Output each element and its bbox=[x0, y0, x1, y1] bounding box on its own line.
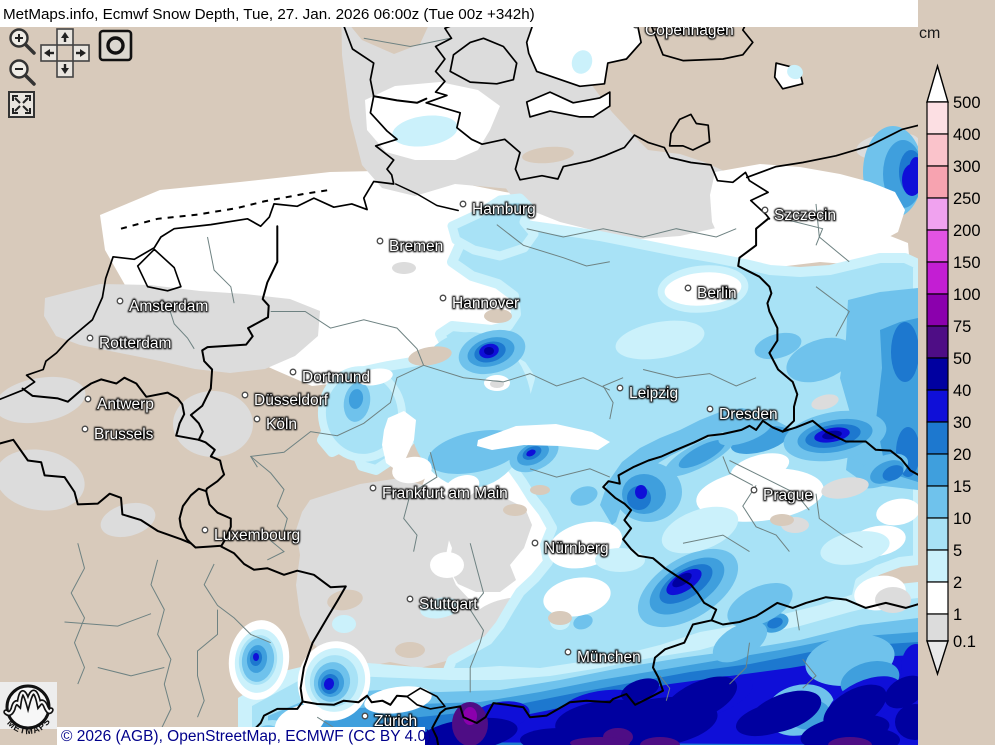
svg-text:Brussels: Brussels bbox=[94, 426, 154, 443]
svg-text:Luxembourg: Luxembourg bbox=[214, 527, 300, 544]
svg-text:Hamburg: Hamburg bbox=[472, 201, 536, 218]
svg-text:0.1: 0.1 bbox=[953, 633, 976, 651]
svg-text:50: 50 bbox=[953, 350, 971, 368]
svg-text:Köln: Köln bbox=[266, 416, 297, 433]
svg-text:Leipzig: Leipzig bbox=[629, 385, 678, 402]
svg-text:Bremen: Bremen bbox=[389, 238, 443, 255]
svg-text:Frankfurt am Main: Frankfurt am Main bbox=[382, 485, 508, 502]
svg-text:Hamburg: Hamburg bbox=[472, 201, 536, 218]
svg-text:München: München bbox=[577, 649, 641, 666]
svg-text:Düsseldorf: Düsseldorf bbox=[254, 392, 329, 409]
svg-text:Nürnberg: Nürnberg bbox=[544, 540, 609, 557]
svg-text:Dresden: Dresden bbox=[719, 406, 778, 423]
svg-text:Rotterdam: Rotterdam bbox=[99, 335, 171, 352]
svg-text:Prague: Prague bbox=[763, 487, 813, 504]
svg-text:cm: cm bbox=[919, 25, 940, 42]
svg-text:Hannover: Hannover bbox=[452, 295, 519, 312]
svg-text:Leipzig: Leipzig bbox=[629, 385, 678, 402]
svg-text:40: 40 bbox=[953, 382, 971, 400]
svg-text:MetMaps.info, Ecmwf Snow Depth: MetMaps.info, Ecmwf Snow Depth, Tue, 27.… bbox=[3, 6, 535, 23]
svg-text:300: 300 bbox=[953, 158, 981, 176]
svg-text:München: München bbox=[577, 649, 641, 666]
svg-text:Antwerp: Antwerp bbox=[97, 396, 154, 413]
svg-text:Frankfurt am Main: Frankfurt am Main bbox=[382, 485, 508, 502]
svg-text:1: 1 bbox=[953, 606, 962, 624]
svg-text:Zürich: Zürich bbox=[374, 713, 417, 730]
svg-text:2: 2 bbox=[953, 574, 962, 592]
svg-text:Szczecin: Szczecin bbox=[774, 207, 836, 224]
svg-text:Stuttgart: Stuttgart bbox=[419, 596, 478, 613]
svg-text:400: 400 bbox=[953, 126, 981, 144]
svg-text:Düsseldorf: Düsseldorf bbox=[254, 392, 329, 409]
svg-text:Hannover: Hannover bbox=[452, 295, 519, 312]
svg-text:Antwerp: Antwerp bbox=[97, 396, 154, 413]
svg-text:Amsterdam: Amsterdam bbox=[129, 298, 208, 315]
svg-text:Luxembourg: Luxembourg bbox=[214, 527, 300, 544]
svg-text:10: 10 bbox=[953, 510, 971, 528]
svg-text:Szczecin: Szczecin bbox=[774, 207, 836, 224]
svg-text:5: 5 bbox=[953, 542, 962, 560]
svg-text:Köln: Köln bbox=[266, 416, 297, 433]
svg-text:100: 100 bbox=[953, 286, 981, 304]
svg-text:Berlin: Berlin bbox=[697, 285, 737, 302]
svg-text:Rotterdam: Rotterdam bbox=[99, 335, 171, 352]
svg-text:15: 15 bbox=[953, 478, 971, 496]
svg-text:Amsterdam: Amsterdam bbox=[129, 298, 208, 315]
svg-text:Brussels: Brussels bbox=[94, 426, 154, 443]
svg-text:Zürich: Zürich bbox=[374, 713, 417, 730]
svg-text:20: 20 bbox=[953, 446, 971, 464]
svg-text:Berlin: Berlin bbox=[697, 285, 737, 302]
svg-text:Nürnberg: Nürnberg bbox=[544, 540, 609, 557]
svg-text:500: 500 bbox=[953, 94, 981, 112]
svg-text:150: 150 bbox=[953, 254, 981, 272]
svg-text:Dortmund: Dortmund bbox=[302, 369, 370, 386]
svg-text:Dresden: Dresden bbox=[719, 406, 778, 423]
svg-text:Stuttgart: Stuttgart bbox=[419, 596, 478, 613]
svg-text:Prague: Prague bbox=[763, 487, 813, 504]
svg-text:75: 75 bbox=[953, 318, 971, 336]
svg-text:30: 30 bbox=[953, 414, 971, 432]
svg-text:250: 250 bbox=[953, 190, 981, 208]
svg-text:200: 200 bbox=[953, 222, 981, 240]
svg-text:Bremen: Bremen bbox=[389, 238, 443, 255]
svg-text:Dortmund: Dortmund bbox=[302, 369, 370, 386]
svg-text:© 2026 (AGB), OpenStreetMap, E: © 2026 (AGB), OpenStreetMap, ECMWF (CC B… bbox=[61, 728, 431, 745]
